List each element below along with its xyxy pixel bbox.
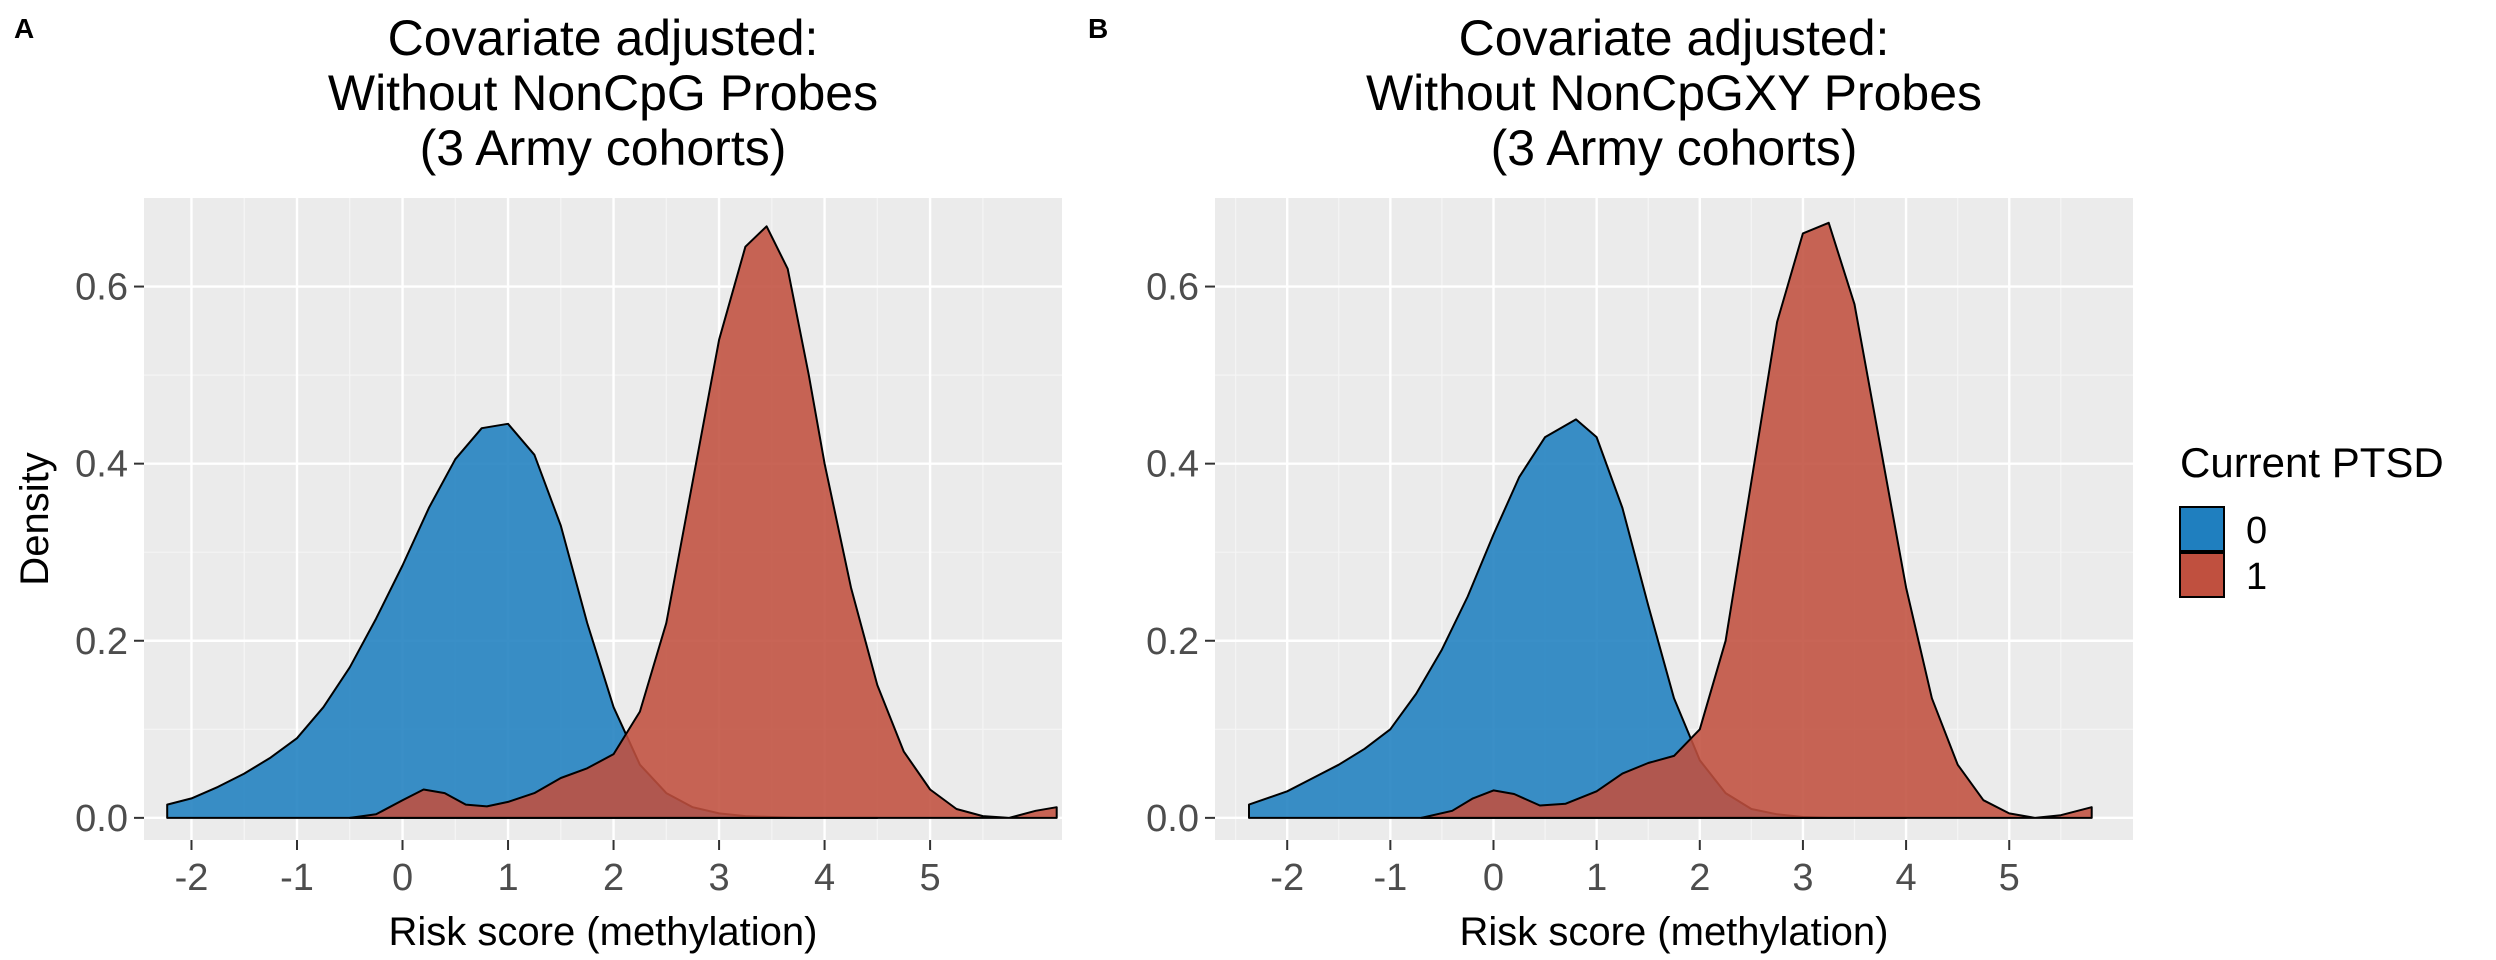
density-area-series-1	[348, 225, 1058, 819]
x-tick-label: 2	[1689, 857, 1710, 899]
y-ticks-b: 0.0 0.2 0.4 0.6	[1146, 267, 1215, 840]
x-tick-label: 1	[497, 857, 518, 899]
y-tick-label: 0.2	[75, 621, 128, 663]
x-tick-label: -1	[1373, 857, 1407, 899]
x-tick-label: 5	[920, 857, 941, 899]
x-tick-label: 4	[1896, 857, 1917, 899]
y-tick-label: 0.4	[1146, 444, 1199, 486]
x-tick-label: 4	[814, 857, 835, 899]
y-tick-label: 0.4	[75, 444, 128, 486]
chart-title-line: (3 Army cohorts)	[420, 120, 787, 176]
density-area-series-1	[1420, 221, 2093, 819]
y-ticks-a: 0.0 0.2 0.4 0.6	[75, 267, 144, 840]
y-tick-label: 0.0	[75, 798, 128, 840]
density-areas-b	[1248, 221, 2093, 819]
y-axis-label-a: Density	[13, 452, 57, 585]
y-tick-label: 0.6	[75, 267, 128, 309]
x-tick-label: 0	[392, 857, 413, 899]
panel-label-a: A	[14, 13, 34, 44]
legend: Current PTSD 0 1	[2179, 439, 2444, 598]
chart-title-line: Without NonCpG Probes	[328, 65, 878, 121]
legend-swatch-0	[2179, 506, 2225, 552]
y-tick-label: 0.0	[1146, 798, 1199, 840]
panel-b: B Covariate adjusted: Without NonCpGXY Pr…	[1088, 10, 2133, 954]
x-tick-label: 3	[1792, 857, 1813, 899]
x-tick-label: 2	[603, 857, 624, 899]
legend-label-0: 0	[2246, 510, 2267, 552]
chart-title-line: Covariate adjusted:	[1459, 10, 1890, 66]
x-ticks-b: -2 -1 0 1 2 3 4 5	[1270, 840, 2020, 899]
x-axis-label-a: Risk score (methylation)	[388, 910, 817, 954]
chart-title-a: Covariate adjusted: Without NonCpG Probes…	[328, 10, 878, 176]
legend-swatch-1	[2179, 552, 2225, 598]
y-tick-label: 0.2	[1146, 621, 1199, 663]
x-ticks-a: -2 -1 0 1 2 3 4 5	[175, 840, 941, 899]
chart-title-line: Covariate adjusted:	[388, 10, 819, 66]
x-tick-label: -2	[175, 857, 209, 899]
x-tick-label: -2	[1270, 857, 1304, 899]
chart-title-line: (3 Army cohorts)	[1491, 120, 1858, 176]
x-tick-label: -1	[280, 857, 314, 899]
panel-label-b: B	[1088, 13, 1108, 44]
x-axis-label-b: Risk score (methylation)	[1459, 910, 1888, 954]
panel-a: A Covariate adjusted: Without NonCpG Prob…	[13, 10, 1062, 954]
legend-title: Current PTSD	[2180, 439, 2444, 486]
chart-title-line: Without NonCpGXY Probes	[1366, 65, 1982, 121]
density-areas-a	[166, 225, 1058, 819]
legend-label-1: 1	[2246, 556, 2267, 598]
x-tick-label: 0	[1483, 857, 1504, 899]
x-tick-label: 1	[1586, 857, 1607, 899]
x-tick-label: 3	[708, 857, 729, 899]
chart-title-b: Covariate adjusted: Without NonCpGXY Prob…	[1366, 10, 1982, 176]
y-tick-label: 0.6	[1146, 267, 1199, 309]
x-tick-label: 5	[1999, 857, 2020, 899]
